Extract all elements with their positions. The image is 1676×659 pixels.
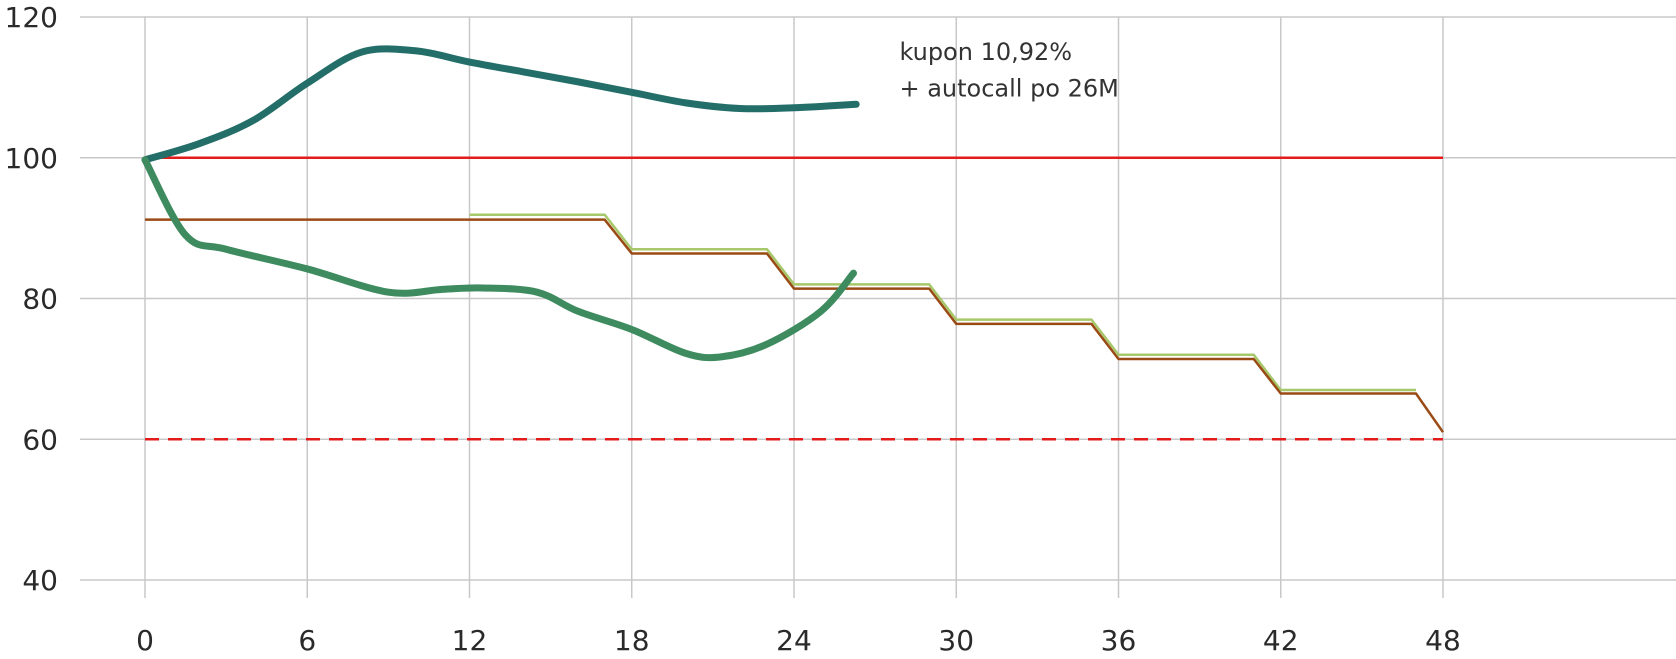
y-tick-label: 100 xyxy=(5,142,58,175)
x-tick-label: 18 xyxy=(614,624,650,657)
x-tick-label: 24 xyxy=(776,624,812,657)
tick-labels: 40 60 80 100 120 0 6 12 18 24 30 36 42 48 xyxy=(5,1,1461,657)
annotation-text: kupon 10,92% xyxy=(899,38,1072,66)
y-tick-label: 80 xyxy=(22,283,58,316)
x-tick-label: 48 xyxy=(1425,624,1461,657)
x-tick-label: 12 xyxy=(452,624,488,657)
scenario-line-up xyxy=(141,45,860,164)
annotation-text: + autocall po 26M xyxy=(899,75,1118,103)
x-tick-label: 6 xyxy=(298,624,316,657)
grid xyxy=(80,16,1676,598)
y-tick-label: 120 xyxy=(5,1,58,34)
coupon-step-line-lower xyxy=(145,218,1445,433)
annotations: kupon 10,92% + autocall po 26M xyxy=(899,38,1118,103)
x-tick-label: 42 xyxy=(1263,624,1299,657)
y-tick-label: 40 xyxy=(22,564,58,597)
x-tick-label: 0 xyxy=(136,624,154,657)
x-tick-label: 36 xyxy=(1101,624,1137,657)
y-tick-label: 60 xyxy=(22,423,58,456)
series-group xyxy=(141,45,1445,441)
x-tick-label: 30 xyxy=(938,624,974,657)
scenario-line-down xyxy=(141,156,857,362)
coupon-step-line-upper xyxy=(469,213,1416,392)
